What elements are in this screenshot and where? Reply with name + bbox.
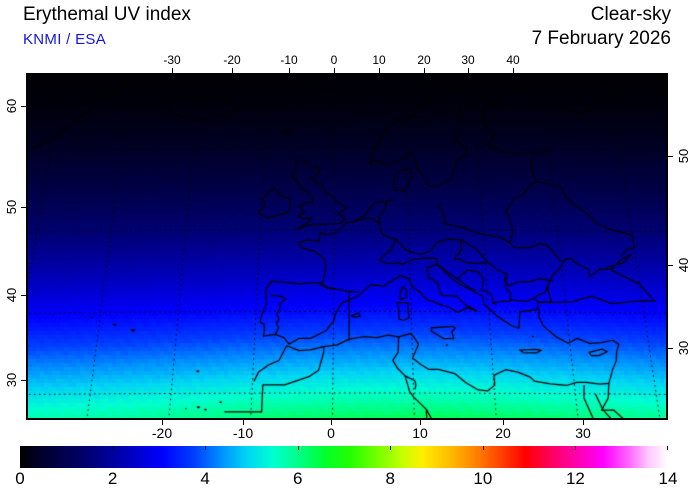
colorbar: 0 2 4 6 8 10 12 14 (15, 446, 677, 488)
colorbar-tick-label: 4 (200, 469, 210, 488)
colorbar-tick-label: 8 (385, 469, 396, 488)
axis-label-bottom: 30 (575, 425, 591, 441)
axis-label-top: -30 (163, 53, 181, 67)
page-title: Erythemal UV index (23, 4, 191, 25)
axis-tick-top (172, 68, 173, 73)
colorbar-tick-label: 2 (107, 469, 118, 488)
axis-label-top: 0 (330, 53, 338, 67)
axis-tick-right (668, 156, 673, 157)
colorbar-tick-label: 10 (473, 469, 493, 488)
colorbar-tick-label: 6 (292, 469, 303, 488)
axis-tick-bottom (243, 420, 244, 425)
axis-label-right: 50 (676, 148, 688, 164)
sky-condition-label: Clear-sky (590, 4, 671, 25)
axis-label-bottom: -20 (151, 425, 173, 441)
colorbar-tick (112, 446, 114, 450)
axis-label-left: 30 (4, 372, 19, 388)
axis-tick-bottom (420, 420, 421, 425)
axis-tick-left (21, 207, 26, 208)
axis-tick-bottom (162, 420, 163, 425)
colorbar-tick (205, 446, 207, 450)
colorbar-tick (297, 446, 299, 450)
date-label: 7 February 2026 (531, 28, 671, 49)
axis-tick-top (334, 68, 335, 73)
axis-tick-right (668, 348, 673, 349)
axis-label-top: 40 (506, 53, 520, 67)
axis-tick-top (379, 68, 380, 73)
axis-tick-left (21, 380, 26, 381)
axis-label-bottom: -10 (232, 425, 254, 441)
axis-tick-bottom (583, 420, 584, 425)
colorbar-tick-label: 12 (565, 469, 585, 488)
axis-label-bottom: 0 (327, 425, 335, 441)
axis-label-left: 40 (4, 287, 19, 303)
colorbar-tick (667, 446, 668, 450)
colorbar-gradient (20, 446, 668, 468)
axis-tick-bottom (331, 420, 332, 425)
axis-tick-left (21, 295, 26, 296)
axis-tick-bottom (503, 420, 504, 425)
axis-tick-left (21, 106, 26, 107)
colorbar-tick-label: 0 (15, 469, 25, 488)
axis-label-top: 20 (417, 53, 431, 67)
axis-label-bottom: 20 (495, 425, 511, 441)
colorbar-tick (482, 446, 484, 450)
axis-label-top: 30 (461, 53, 475, 67)
axis-label-bottom: 10 (412, 425, 428, 441)
axis-label-left: 50 (4, 199, 19, 215)
axis-label-left: 60 (4, 98, 19, 114)
axis-tick-top (289, 68, 290, 73)
map-plot-area (26, 73, 668, 420)
axis-label-right: 40 (676, 257, 688, 273)
axis-label-top: -20 (223, 53, 241, 67)
colorbar-tick (390, 446, 392, 450)
axis-tick-right (668, 265, 673, 266)
uv-heatmap-canvas (28, 75, 666, 418)
axis-label-right: 30 (676, 340, 688, 356)
colorbar-tick-label: 14 (658, 469, 678, 488)
colorbar-tick (575, 446, 577, 450)
axis-label-top: 10 (372, 53, 386, 67)
credit-label: KNMI / ESA (23, 31, 107, 48)
map-frame (26, 73, 668, 420)
axis-tick-top (513, 68, 514, 73)
axis-tick-top (424, 68, 425, 73)
colorbar-tick (20, 446, 21, 450)
axis-tick-top (468, 68, 469, 73)
axis-tick-top (232, 68, 233, 73)
axis-label-top: -10 (280, 53, 298, 67)
